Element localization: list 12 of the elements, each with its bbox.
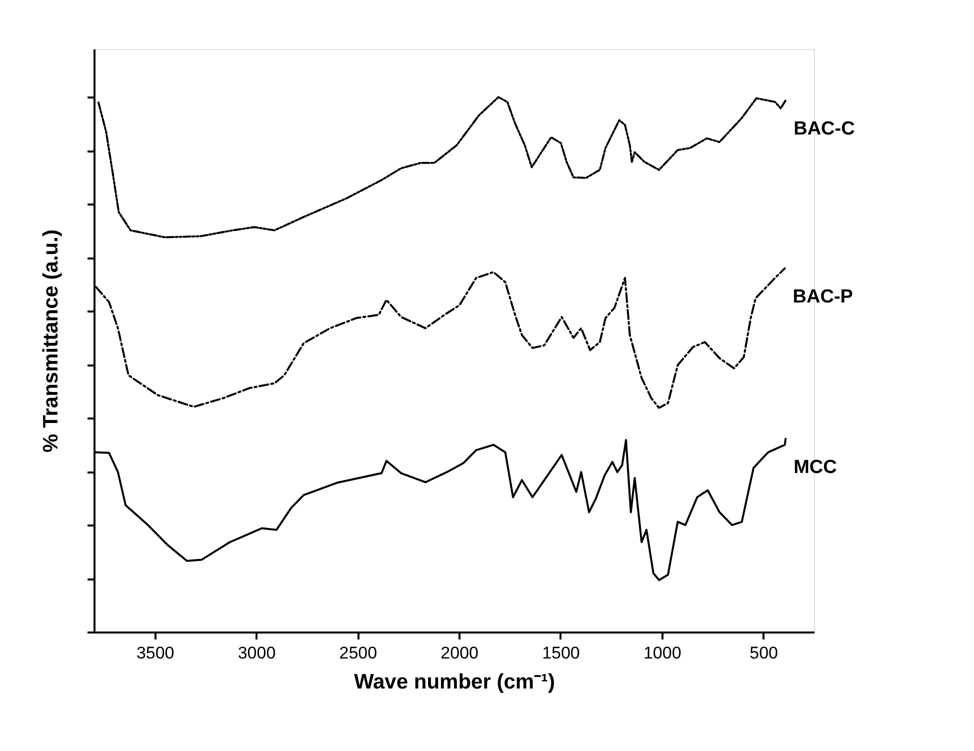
x-tick-label: 1500 <box>542 644 580 662</box>
x-tick-label: 3500 <box>136 644 174 662</box>
series-label: BAC-C <box>794 118 856 140</box>
series-label: MCC <box>794 456 838 478</box>
x-tick-label: 1000 <box>643 644 682 662</box>
series-label: BAC-P <box>792 286 854 308</box>
y-axis-title: % Transmittance (a.u.) <box>40 230 62 452</box>
x-tick-label: 2500 <box>339 644 378 662</box>
x-tick-label: 2000 <box>440 644 478 662</box>
x-tick-label: 500 <box>750 644 778 662</box>
x-axis-title: Wave number (cm⁻¹) <box>354 670 556 694</box>
x-tick-label: 3000 <box>238 644 276 662</box>
